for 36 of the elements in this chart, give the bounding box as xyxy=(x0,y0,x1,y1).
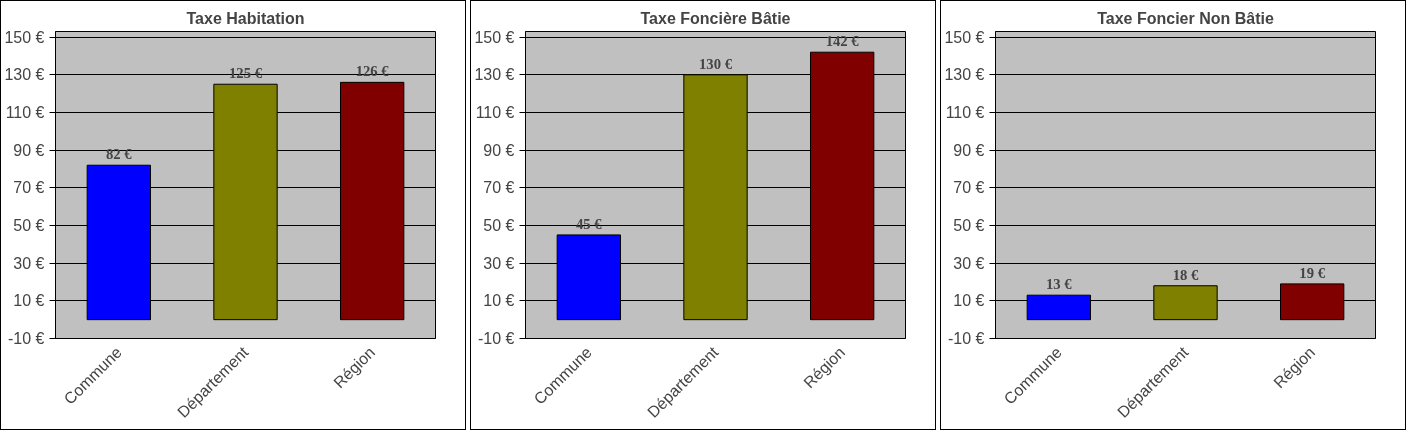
chart-title: Taxe Foncier Non Bâtie xyxy=(1097,9,1274,27)
y-tick-label: 50 € xyxy=(13,216,45,234)
data-label: 18 € xyxy=(1172,266,1199,283)
y-tick-label: 70 € xyxy=(483,179,515,197)
y-tick-label: 150 € xyxy=(474,28,515,46)
data-label: 19 € xyxy=(1299,264,1326,281)
y-tick-label: -10 € xyxy=(478,330,515,347)
chart-title: Taxe Foncière Bâtie xyxy=(640,9,791,27)
data-label: 82 € xyxy=(106,146,133,163)
y-tick-label: 150 € xyxy=(944,28,985,46)
y-tick-label: -10 € xyxy=(948,330,985,347)
y-tick-label: 50 € xyxy=(483,216,515,234)
y-tick-label: 70 € xyxy=(953,179,985,197)
data-label: 142 € xyxy=(825,33,860,50)
y-tick-label: 10 € xyxy=(13,292,45,310)
y-tick-label: 30 € xyxy=(13,254,45,272)
y-tick-label: 110 € xyxy=(475,103,515,121)
y-tick-label: 30 € xyxy=(483,254,515,272)
y-tick-label: 110 € xyxy=(945,103,985,121)
y-tick-label: 90 € xyxy=(483,141,515,159)
y-tick-label: 110 € xyxy=(5,103,45,121)
y-tick-label: 150 € xyxy=(4,28,45,46)
data-label: 13 € xyxy=(1046,276,1073,293)
data-label: 130 € xyxy=(699,55,733,72)
y-tick-label: -10 € xyxy=(8,330,45,347)
chart-title: Taxe Habitation xyxy=(186,9,305,27)
y-tick-label: 90 € xyxy=(13,141,45,159)
y-tick-label: 30 € xyxy=(953,254,985,272)
y-tick-label: 70 € xyxy=(13,179,45,197)
y-tick-label: 130 € xyxy=(4,66,45,84)
y-tick-label: 130 € xyxy=(944,66,985,84)
y-tick-label: 50 € xyxy=(953,216,985,234)
y-tick-label: 130 € xyxy=(474,66,515,84)
y-tick-label: 10 € xyxy=(483,292,515,310)
y-tick-label: 10 € xyxy=(953,292,985,310)
y-tick-label: 90 € xyxy=(953,141,985,159)
